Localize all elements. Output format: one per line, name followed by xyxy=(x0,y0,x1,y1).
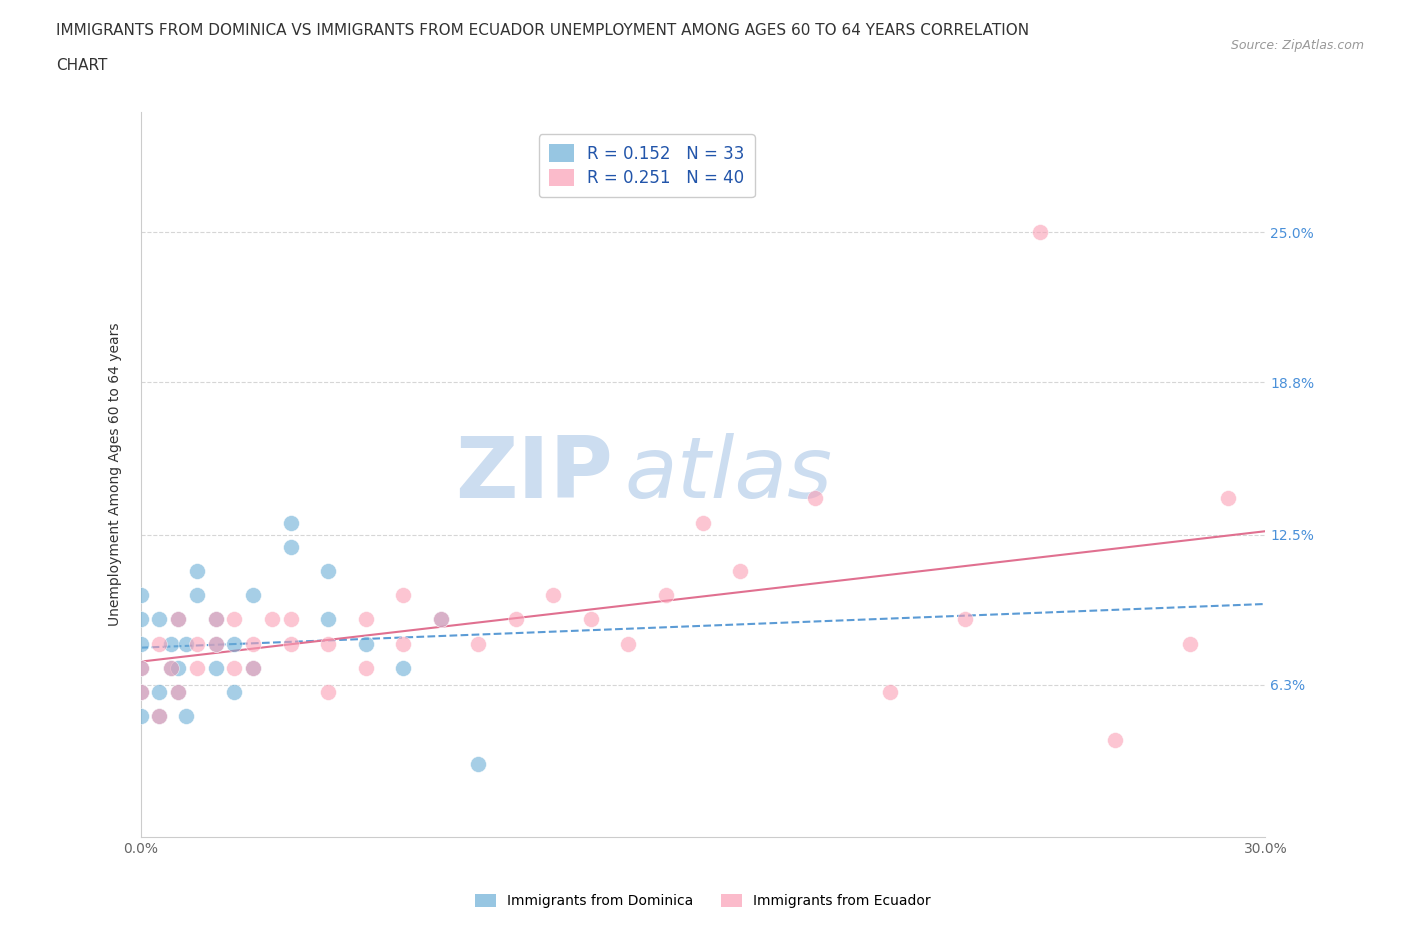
Point xyxy=(224,612,246,627)
Legend: Immigrants from Dominica, Immigrants from Ecuador: Immigrants from Dominica, Immigrants fro… xyxy=(470,889,936,914)
Point xyxy=(167,612,190,627)
Point xyxy=(186,636,208,651)
Point xyxy=(129,709,152,724)
Point xyxy=(354,612,377,627)
Point xyxy=(167,612,190,627)
Point xyxy=(242,588,264,603)
Point xyxy=(1180,636,1202,651)
Point xyxy=(204,612,226,627)
Point xyxy=(260,612,283,627)
Y-axis label: Unemployment Among Ages 60 to 64 years: Unemployment Among Ages 60 to 64 years xyxy=(108,323,122,626)
Point xyxy=(579,612,602,627)
Legend: R = 0.152   N = 33, R = 0.251   N = 40: R = 0.152 N = 33, R = 0.251 N = 40 xyxy=(538,135,755,197)
Point xyxy=(204,636,226,651)
Point xyxy=(392,588,415,603)
Point xyxy=(505,612,527,627)
Point xyxy=(467,757,489,772)
Point xyxy=(804,491,827,506)
Point xyxy=(159,636,181,651)
Point xyxy=(354,660,377,675)
Point xyxy=(879,684,901,699)
Point xyxy=(280,636,302,651)
Point xyxy=(167,684,190,699)
Point xyxy=(617,636,640,651)
Point xyxy=(224,684,246,699)
Point xyxy=(392,660,415,675)
Point xyxy=(204,636,226,651)
Point xyxy=(186,564,208,578)
Text: CHART: CHART xyxy=(56,58,108,73)
Point xyxy=(692,515,714,530)
Point xyxy=(316,636,339,651)
Point xyxy=(159,660,181,675)
Point xyxy=(129,684,152,699)
Point xyxy=(186,660,208,675)
Point xyxy=(392,636,415,651)
Point xyxy=(316,564,339,578)
Point xyxy=(955,612,977,627)
Point xyxy=(129,684,152,699)
Point xyxy=(429,612,451,627)
Text: IMMIGRANTS FROM DOMINICA VS IMMIGRANTS FROM ECUADOR UNEMPLOYMENT AMONG AGES 60 T: IMMIGRANTS FROM DOMINICA VS IMMIGRANTS F… xyxy=(56,23,1029,38)
Text: atlas: atlas xyxy=(624,432,832,516)
Point xyxy=(129,636,152,651)
Point xyxy=(224,660,246,675)
Point xyxy=(429,612,451,627)
Point xyxy=(1104,733,1126,748)
Point xyxy=(204,660,226,675)
Point xyxy=(148,636,170,651)
Point xyxy=(654,588,676,603)
Point xyxy=(316,684,339,699)
Point xyxy=(242,660,264,675)
Point xyxy=(167,684,190,699)
Point xyxy=(280,515,302,530)
Point xyxy=(280,539,302,554)
Point xyxy=(1216,491,1239,506)
Point xyxy=(186,588,208,603)
Point xyxy=(1029,225,1052,240)
Point xyxy=(242,636,264,651)
Point xyxy=(129,660,152,675)
Point xyxy=(167,660,190,675)
Point xyxy=(174,709,197,724)
Text: Source: ZipAtlas.com: Source: ZipAtlas.com xyxy=(1230,39,1364,52)
Point xyxy=(148,709,170,724)
Point xyxy=(129,660,152,675)
Point xyxy=(224,636,246,651)
Point xyxy=(730,564,752,578)
Point xyxy=(204,612,226,627)
Point xyxy=(316,612,339,627)
Text: ZIP: ZIP xyxy=(456,432,613,516)
Point xyxy=(541,588,564,603)
Point xyxy=(148,709,170,724)
Point xyxy=(174,636,197,651)
Point xyxy=(467,636,489,651)
Point xyxy=(129,612,152,627)
Point xyxy=(159,660,181,675)
Point xyxy=(148,612,170,627)
Point xyxy=(280,612,302,627)
Point xyxy=(354,636,377,651)
Point xyxy=(148,684,170,699)
Point xyxy=(129,588,152,603)
Point xyxy=(242,660,264,675)
